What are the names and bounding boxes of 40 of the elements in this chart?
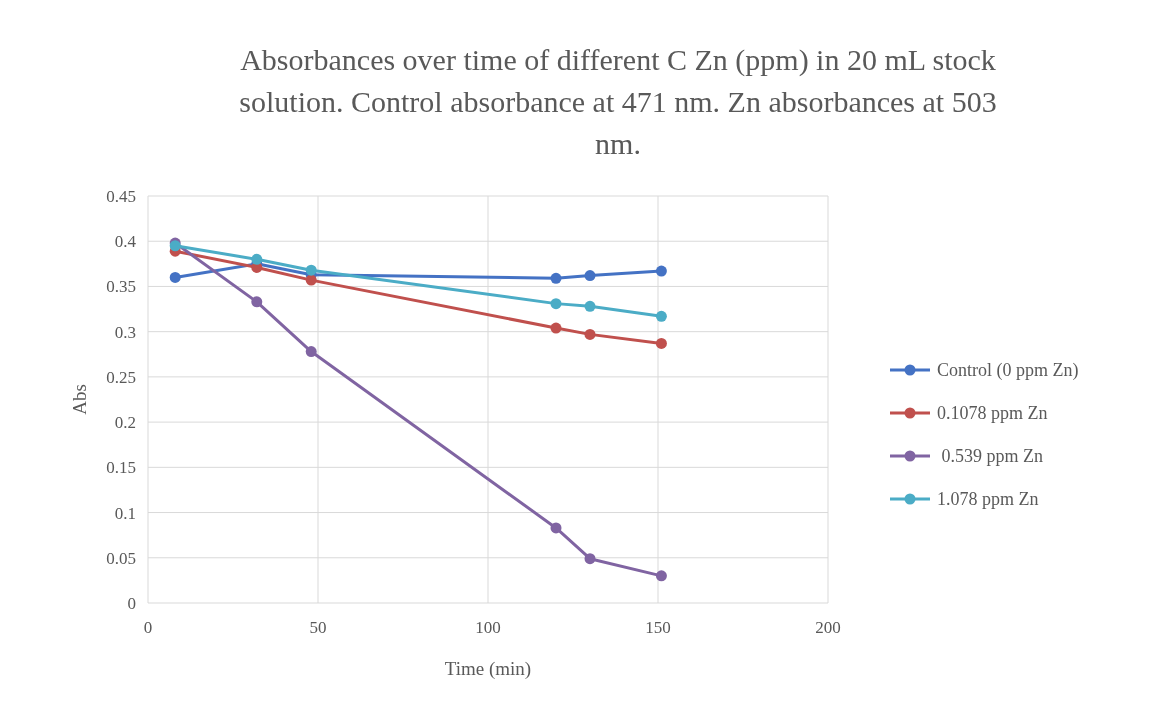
x-axis-title: Time (min) — [444, 658, 532, 680]
y-tick-label: 0.35 — [106, 277, 136, 297]
point — [584, 300, 596, 312]
x-tick-label: 50 — [309, 618, 327, 637]
y-tick-label: 0.25 — [106, 367, 136, 387]
point — [550, 322, 562, 334]
x-tick-label: 200 — [815, 618, 841, 637]
point — [251, 253, 263, 265]
point — [584, 270, 596, 282]
point — [655, 570, 667, 582]
legend-label: 0.1078 ppm Zn — [937, 403, 1048, 423]
y-tick-label: 0.1 — [114, 503, 136, 523]
y-tick-label: 0.05 — [106, 548, 136, 568]
legend-label: 0.539 ppm Zn — [937, 446, 1043, 466]
point — [550, 272, 562, 284]
point — [305, 264, 317, 276]
y-tick-label: 0 — [127, 594, 136, 613]
point — [655, 310, 667, 322]
y-tick-label: 0.2 — [114, 413, 136, 433]
point — [655, 337, 667, 349]
chart-title: Absorbances over time of different C Zn (ppm) in 20 mL stock solution. Control absorbance at 471 nm. Zn absorbances at 503 nm. — [239, 43, 997, 160]
legend-label: 1.078 ppm Zn — [937, 489, 1039, 509]
point — [584, 553, 596, 565]
point — [655, 265, 667, 277]
point — [550, 522, 562, 534]
y-tick-label: 0.15 — [106, 458, 136, 478]
point — [550, 298, 562, 310]
x-tick-label: 100 — [475, 618, 501, 637]
point — [584, 328, 596, 340]
y-tick-label: 0.3 — [114, 322, 136, 342]
y-tick-label: 0.45 — [106, 187, 136, 206]
x-tick-label: 150 — [645, 618, 671, 637]
point — [169, 271, 181, 283]
y-tick-label: 0.4 — [114, 232, 137, 252]
point — [305, 274, 317, 286]
y-axis-title: Abs — [69, 384, 90, 415]
point — [305, 346, 317, 358]
x-tick-label: 0 — [143, 618, 153, 637]
point — [251, 296, 263, 308]
legend-label: Control (0 ppm Zn) — [937, 360, 1079, 381]
